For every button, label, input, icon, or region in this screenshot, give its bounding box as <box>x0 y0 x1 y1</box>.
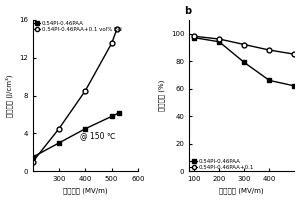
Legend: 0.54PI-0.46PAA, 0.54PI-0.46PAA+0.1: 0.54PI-0.46PAA, 0.54PI-0.46PAA+0.1 <box>190 159 254 171</box>
Text: b: b <box>184 6 191 16</box>
X-axis label: 电场强度 (MV/m): 电场强度 (MV/m) <box>220 188 264 194</box>
Text: @ 150 ℃: @ 150 ℃ <box>80 131 116 140</box>
Legend: 0.54PI-0.46PAA, 0.54PI-0.46PAA+0.1 vol% BN: 0.54PI-0.46PAA, 0.54PI-0.46PAA+0.1 vol% … <box>33 20 122 32</box>
Y-axis label: 储能密度 (J/cm³): 储能密度 (J/cm³) <box>6 74 13 117</box>
Y-axis label: 储能效率 (%): 储能效率 (%) <box>159 80 165 111</box>
X-axis label: 电场强度 (MV/m): 电场强度 (MV/m) <box>63 188 108 194</box>
